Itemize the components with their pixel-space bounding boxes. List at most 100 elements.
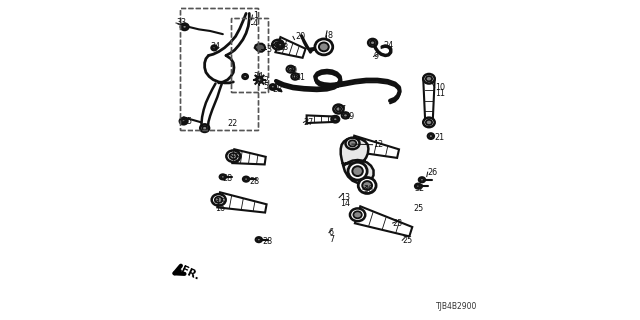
Ellipse shape: [278, 44, 282, 47]
Ellipse shape: [348, 162, 367, 180]
Ellipse shape: [428, 133, 434, 139]
Ellipse shape: [291, 73, 299, 80]
Text: 31: 31: [295, 73, 305, 82]
Ellipse shape: [368, 39, 377, 47]
Ellipse shape: [243, 177, 249, 182]
Ellipse shape: [423, 74, 435, 84]
Text: FR.: FR.: [179, 265, 201, 282]
Ellipse shape: [180, 24, 188, 30]
Ellipse shape: [429, 134, 433, 138]
Ellipse shape: [244, 75, 246, 78]
Ellipse shape: [315, 39, 333, 55]
Text: 30: 30: [287, 66, 298, 75]
Ellipse shape: [227, 150, 241, 162]
Text: 25: 25: [402, 236, 412, 245]
Ellipse shape: [211, 45, 217, 50]
Text: 28: 28: [278, 43, 288, 52]
Text: 22: 22: [227, 119, 237, 128]
Text: 8: 8: [327, 31, 332, 40]
Ellipse shape: [293, 75, 297, 78]
Text: 28: 28: [262, 237, 272, 246]
Text: 34: 34: [210, 42, 220, 52]
Ellipse shape: [370, 41, 375, 45]
Ellipse shape: [358, 178, 376, 194]
Ellipse shape: [278, 43, 282, 46]
Text: 5: 5: [263, 82, 268, 91]
Text: 33: 33: [176, 19, 186, 28]
Text: 26: 26: [428, 168, 438, 177]
Ellipse shape: [257, 238, 260, 241]
Ellipse shape: [271, 85, 275, 88]
Ellipse shape: [426, 76, 432, 81]
Ellipse shape: [333, 105, 344, 114]
Ellipse shape: [423, 118, 435, 127]
Polygon shape: [351, 136, 399, 158]
Ellipse shape: [180, 118, 188, 124]
Ellipse shape: [346, 138, 360, 149]
Bar: [232, 18, 268, 92]
Polygon shape: [255, 44, 265, 52]
Ellipse shape: [202, 126, 207, 130]
Ellipse shape: [353, 211, 362, 218]
Ellipse shape: [426, 120, 432, 125]
Polygon shape: [307, 116, 335, 123]
Ellipse shape: [277, 43, 284, 48]
Text: 28: 28: [273, 85, 283, 94]
Ellipse shape: [271, 86, 275, 89]
Text: 19: 19: [230, 156, 240, 165]
Ellipse shape: [333, 117, 337, 121]
Ellipse shape: [212, 46, 216, 49]
Text: 7: 7: [329, 235, 334, 244]
Ellipse shape: [269, 85, 276, 90]
Ellipse shape: [255, 237, 262, 242]
Ellipse shape: [344, 114, 348, 117]
Ellipse shape: [342, 112, 349, 119]
Text: 28: 28: [249, 177, 259, 186]
Text: 13: 13: [340, 193, 349, 202]
Text: 3: 3: [266, 44, 271, 54]
Ellipse shape: [244, 178, 248, 180]
Ellipse shape: [417, 185, 420, 188]
Bar: [180, 8, 257, 130]
Polygon shape: [355, 206, 412, 236]
Polygon shape: [275, 37, 305, 58]
Text: 24: 24: [384, 41, 394, 51]
Ellipse shape: [269, 84, 276, 89]
Ellipse shape: [272, 40, 284, 50]
Text: TJB4B2900: TJB4B2900: [436, 302, 477, 311]
Ellipse shape: [277, 42, 284, 47]
Ellipse shape: [220, 174, 226, 180]
Polygon shape: [423, 79, 435, 123]
Text: 17: 17: [337, 105, 347, 114]
Text: 32: 32: [414, 184, 424, 193]
Ellipse shape: [350, 208, 365, 221]
Ellipse shape: [319, 43, 329, 51]
Polygon shape: [232, 149, 266, 164]
Polygon shape: [340, 138, 374, 183]
Text: 10: 10: [435, 83, 445, 92]
Ellipse shape: [275, 42, 281, 47]
Ellipse shape: [243, 74, 248, 79]
Text: 27: 27: [303, 118, 314, 127]
Text: 20: 20: [295, 32, 305, 41]
Text: 12: 12: [374, 140, 383, 149]
Ellipse shape: [332, 116, 339, 123]
Text: 28: 28: [223, 174, 233, 183]
Ellipse shape: [230, 153, 237, 159]
Ellipse shape: [256, 76, 262, 83]
Text: 34: 34: [253, 72, 264, 81]
Ellipse shape: [353, 166, 363, 176]
Text: 29: 29: [345, 112, 355, 121]
Text: 2: 2: [263, 76, 268, 85]
Ellipse shape: [182, 119, 186, 123]
Bar: [232, 18, 268, 92]
Ellipse shape: [419, 177, 425, 182]
Ellipse shape: [221, 175, 225, 178]
Text: 6: 6: [329, 228, 334, 237]
Text: 16: 16: [216, 204, 225, 213]
Text: 1: 1: [253, 11, 258, 20]
Text: 4: 4: [253, 19, 258, 28]
Text: 36: 36: [363, 185, 373, 194]
Text: 25: 25: [413, 204, 423, 213]
Text: 15: 15: [216, 197, 226, 206]
